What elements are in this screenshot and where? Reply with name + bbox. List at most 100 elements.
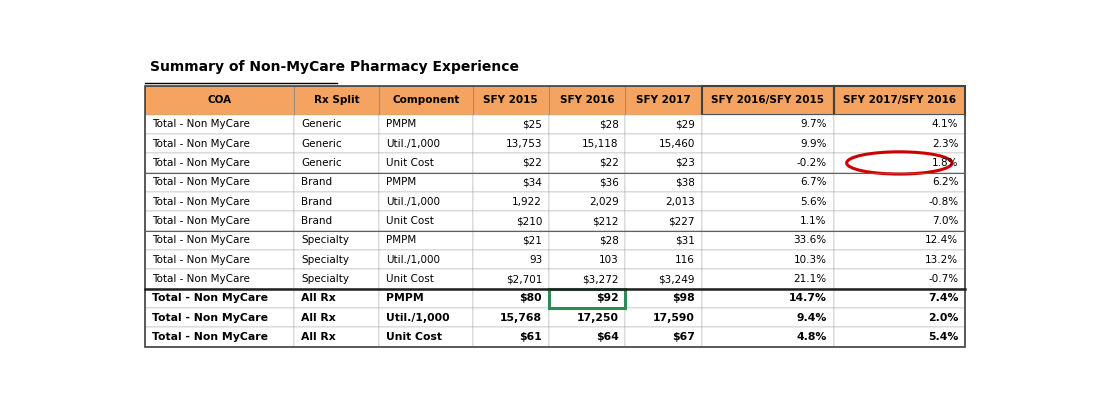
Bar <box>626 153 701 173</box>
Bar <box>833 250 966 269</box>
Bar <box>549 211 626 231</box>
Bar <box>472 115 549 134</box>
Bar <box>549 134 626 153</box>
Text: 6.2%: 6.2% <box>932 177 958 187</box>
Text: Brand: Brand <box>301 197 332 207</box>
Text: 2.0%: 2.0% <box>928 313 958 323</box>
Bar <box>472 173 549 192</box>
Bar <box>294 192 379 211</box>
Text: Generic: Generic <box>301 138 342 148</box>
Bar <box>701 308 833 328</box>
Bar <box>833 86 966 115</box>
Bar <box>472 86 549 115</box>
Bar <box>833 211 966 231</box>
Text: 9.9%: 9.9% <box>800 138 826 148</box>
Bar <box>379 134 472 153</box>
Text: PMPM: PMPM <box>386 235 416 245</box>
Bar <box>294 328 379 347</box>
Text: $23: $23 <box>675 158 695 168</box>
Bar <box>549 328 626 347</box>
Text: 12.4%: 12.4% <box>925 235 958 245</box>
Text: $31: $31 <box>675 235 695 245</box>
Bar <box>701 250 833 269</box>
Bar <box>701 328 833 347</box>
Bar <box>626 86 701 115</box>
Text: Specialty: Specialty <box>301 274 349 284</box>
Text: 7.4%: 7.4% <box>928 293 958 303</box>
Bar <box>379 153 472 173</box>
Text: $80: $80 <box>520 293 543 303</box>
Text: $3,249: $3,249 <box>659 274 695 284</box>
Bar <box>549 86 626 115</box>
Text: 1.8%: 1.8% <box>932 158 958 168</box>
Text: Unit Cost: Unit Cost <box>386 274 434 284</box>
Bar <box>626 328 701 347</box>
Text: 17,590: 17,590 <box>653 313 695 323</box>
Text: Generic: Generic <box>301 119 342 129</box>
Bar <box>549 153 626 173</box>
Text: $22: $22 <box>598 158 618 168</box>
Text: 1,922: 1,922 <box>512 197 543 207</box>
Bar <box>626 134 701 153</box>
Bar <box>379 289 472 308</box>
Bar <box>294 211 379 231</box>
Bar <box>626 231 701 250</box>
Text: Unit Cost: Unit Cost <box>386 216 434 226</box>
Bar <box>833 192 966 211</box>
Text: Summary of Non-MyCare Pharmacy Experience: Summary of Non-MyCare Pharmacy Experienc… <box>150 60 518 74</box>
Text: 6.7%: 6.7% <box>800 177 826 187</box>
Bar <box>146 86 294 115</box>
Text: 9.4%: 9.4% <box>797 313 826 323</box>
Text: SFY 2015: SFY 2015 <box>483 95 538 105</box>
Bar <box>294 269 379 289</box>
Text: -0.2%: -0.2% <box>797 158 826 168</box>
Text: $2,701: $2,701 <box>505 274 543 284</box>
Bar <box>146 211 294 231</box>
Text: 116: 116 <box>675 255 695 265</box>
Bar <box>379 173 472 192</box>
Text: 15,460: 15,460 <box>659 138 695 148</box>
Bar <box>549 289 626 308</box>
Text: Total - Non MyCare: Total - Non MyCare <box>152 197 250 207</box>
Bar <box>379 115 472 134</box>
Bar <box>833 153 966 173</box>
Bar <box>549 250 626 269</box>
Bar <box>379 211 472 231</box>
Text: $227: $227 <box>669 216 695 226</box>
Bar <box>701 289 833 308</box>
Bar <box>626 173 701 192</box>
Text: Total - Non MyCare: Total - Non MyCare <box>152 138 250 148</box>
Bar <box>472 308 549 328</box>
Text: $34: $34 <box>523 177 543 187</box>
Text: $3,272: $3,272 <box>582 274 618 284</box>
Text: Generic: Generic <box>301 158 342 168</box>
Bar <box>146 308 294 328</box>
Bar <box>701 269 833 289</box>
Text: SFY 2016: SFY 2016 <box>560 95 615 105</box>
Bar <box>294 231 379 250</box>
Bar <box>626 269 701 289</box>
Bar <box>701 231 833 250</box>
Bar <box>549 115 626 134</box>
Text: SFY 2017: SFY 2017 <box>637 95 690 105</box>
Bar <box>379 231 472 250</box>
Text: 10.3%: 10.3% <box>794 255 826 265</box>
Bar <box>146 153 294 173</box>
Text: All Rx: All Rx <box>301 293 335 303</box>
Text: Util./1,000: Util./1,000 <box>386 197 439 207</box>
Text: $21: $21 <box>523 235 543 245</box>
Bar <box>701 211 833 231</box>
Bar <box>701 115 833 134</box>
Bar <box>833 173 966 192</box>
Bar <box>294 153 379 173</box>
Text: $38: $38 <box>675 177 695 187</box>
Text: COA: COA <box>208 95 232 105</box>
Text: Unit Cost: Unit Cost <box>386 332 442 342</box>
Bar <box>294 134 379 153</box>
Text: 21.1%: 21.1% <box>794 274 826 284</box>
Bar <box>294 86 379 115</box>
Text: All Rx: All Rx <box>301 313 335 323</box>
Bar <box>549 192 626 211</box>
Text: $22: $22 <box>523 158 543 168</box>
Text: Specialty: Specialty <box>301 235 349 245</box>
